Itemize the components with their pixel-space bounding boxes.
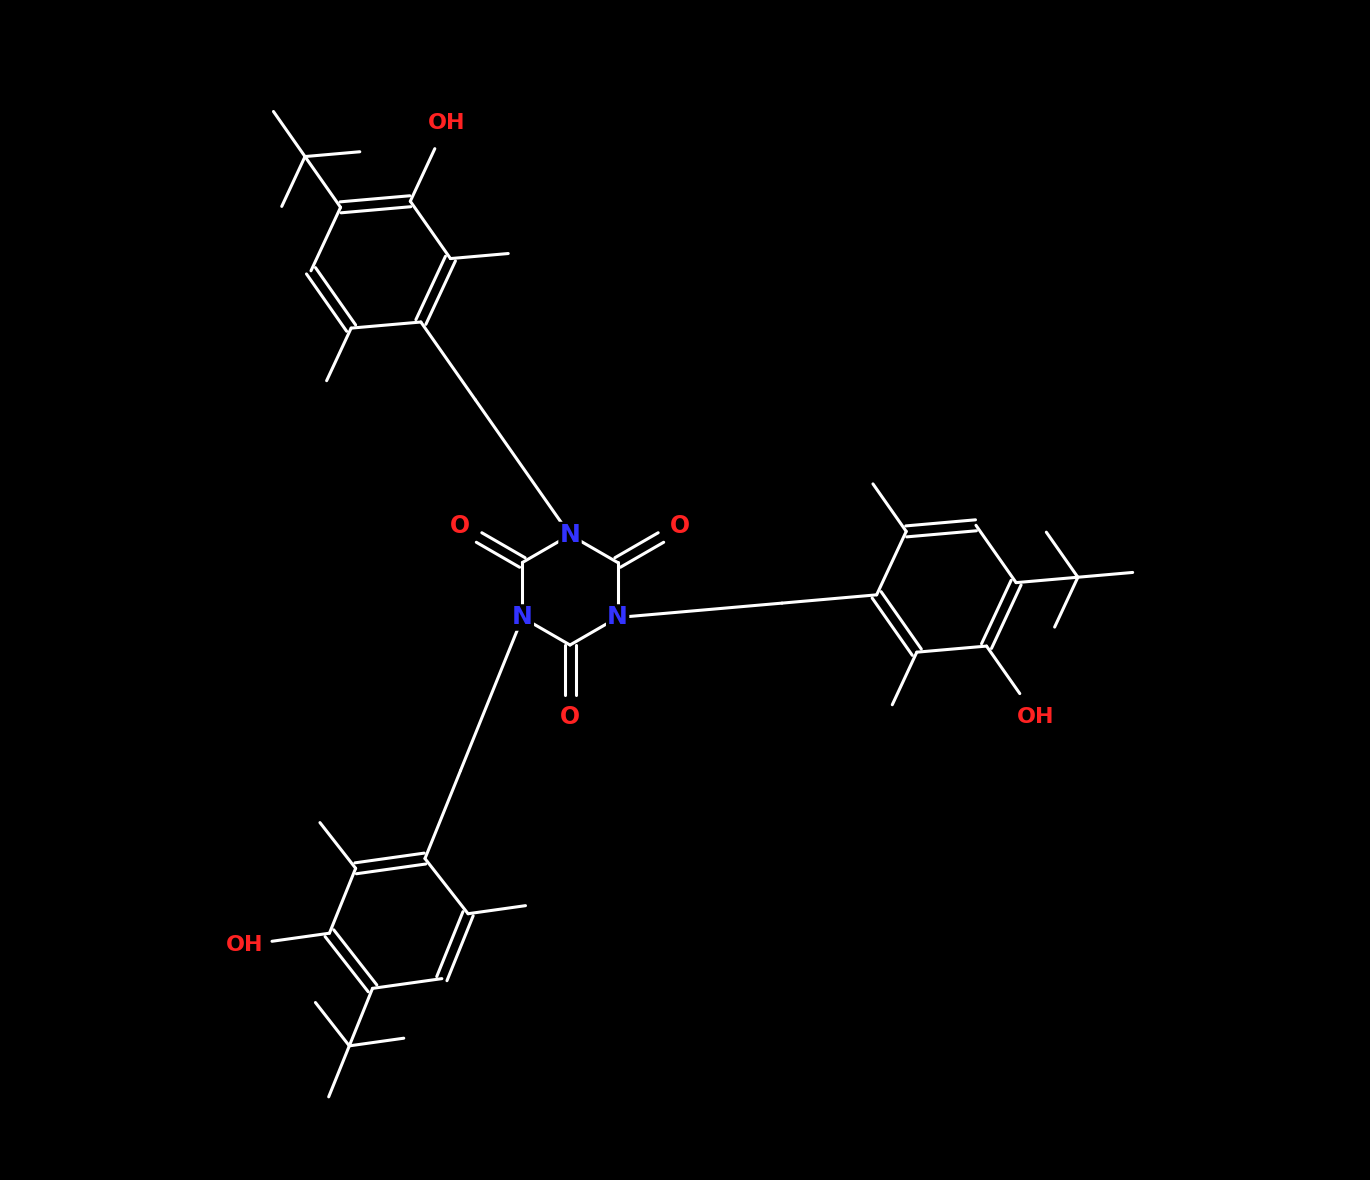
Text: O: O	[560, 704, 580, 729]
Text: OH: OH	[226, 936, 263, 955]
Text: O: O	[449, 514, 470, 538]
Text: N: N	[607, 605, 627, 629]
Text: O: O	[670, 514, 690, 538]
Text: N: N	[512, 605, 533, 629]
Text: OH: OH	[427, 113, 466, 133]
Text: N: N	[559, 523, 581, 548]
Text: OH: OH	[1017, 707, 1055, 727]
